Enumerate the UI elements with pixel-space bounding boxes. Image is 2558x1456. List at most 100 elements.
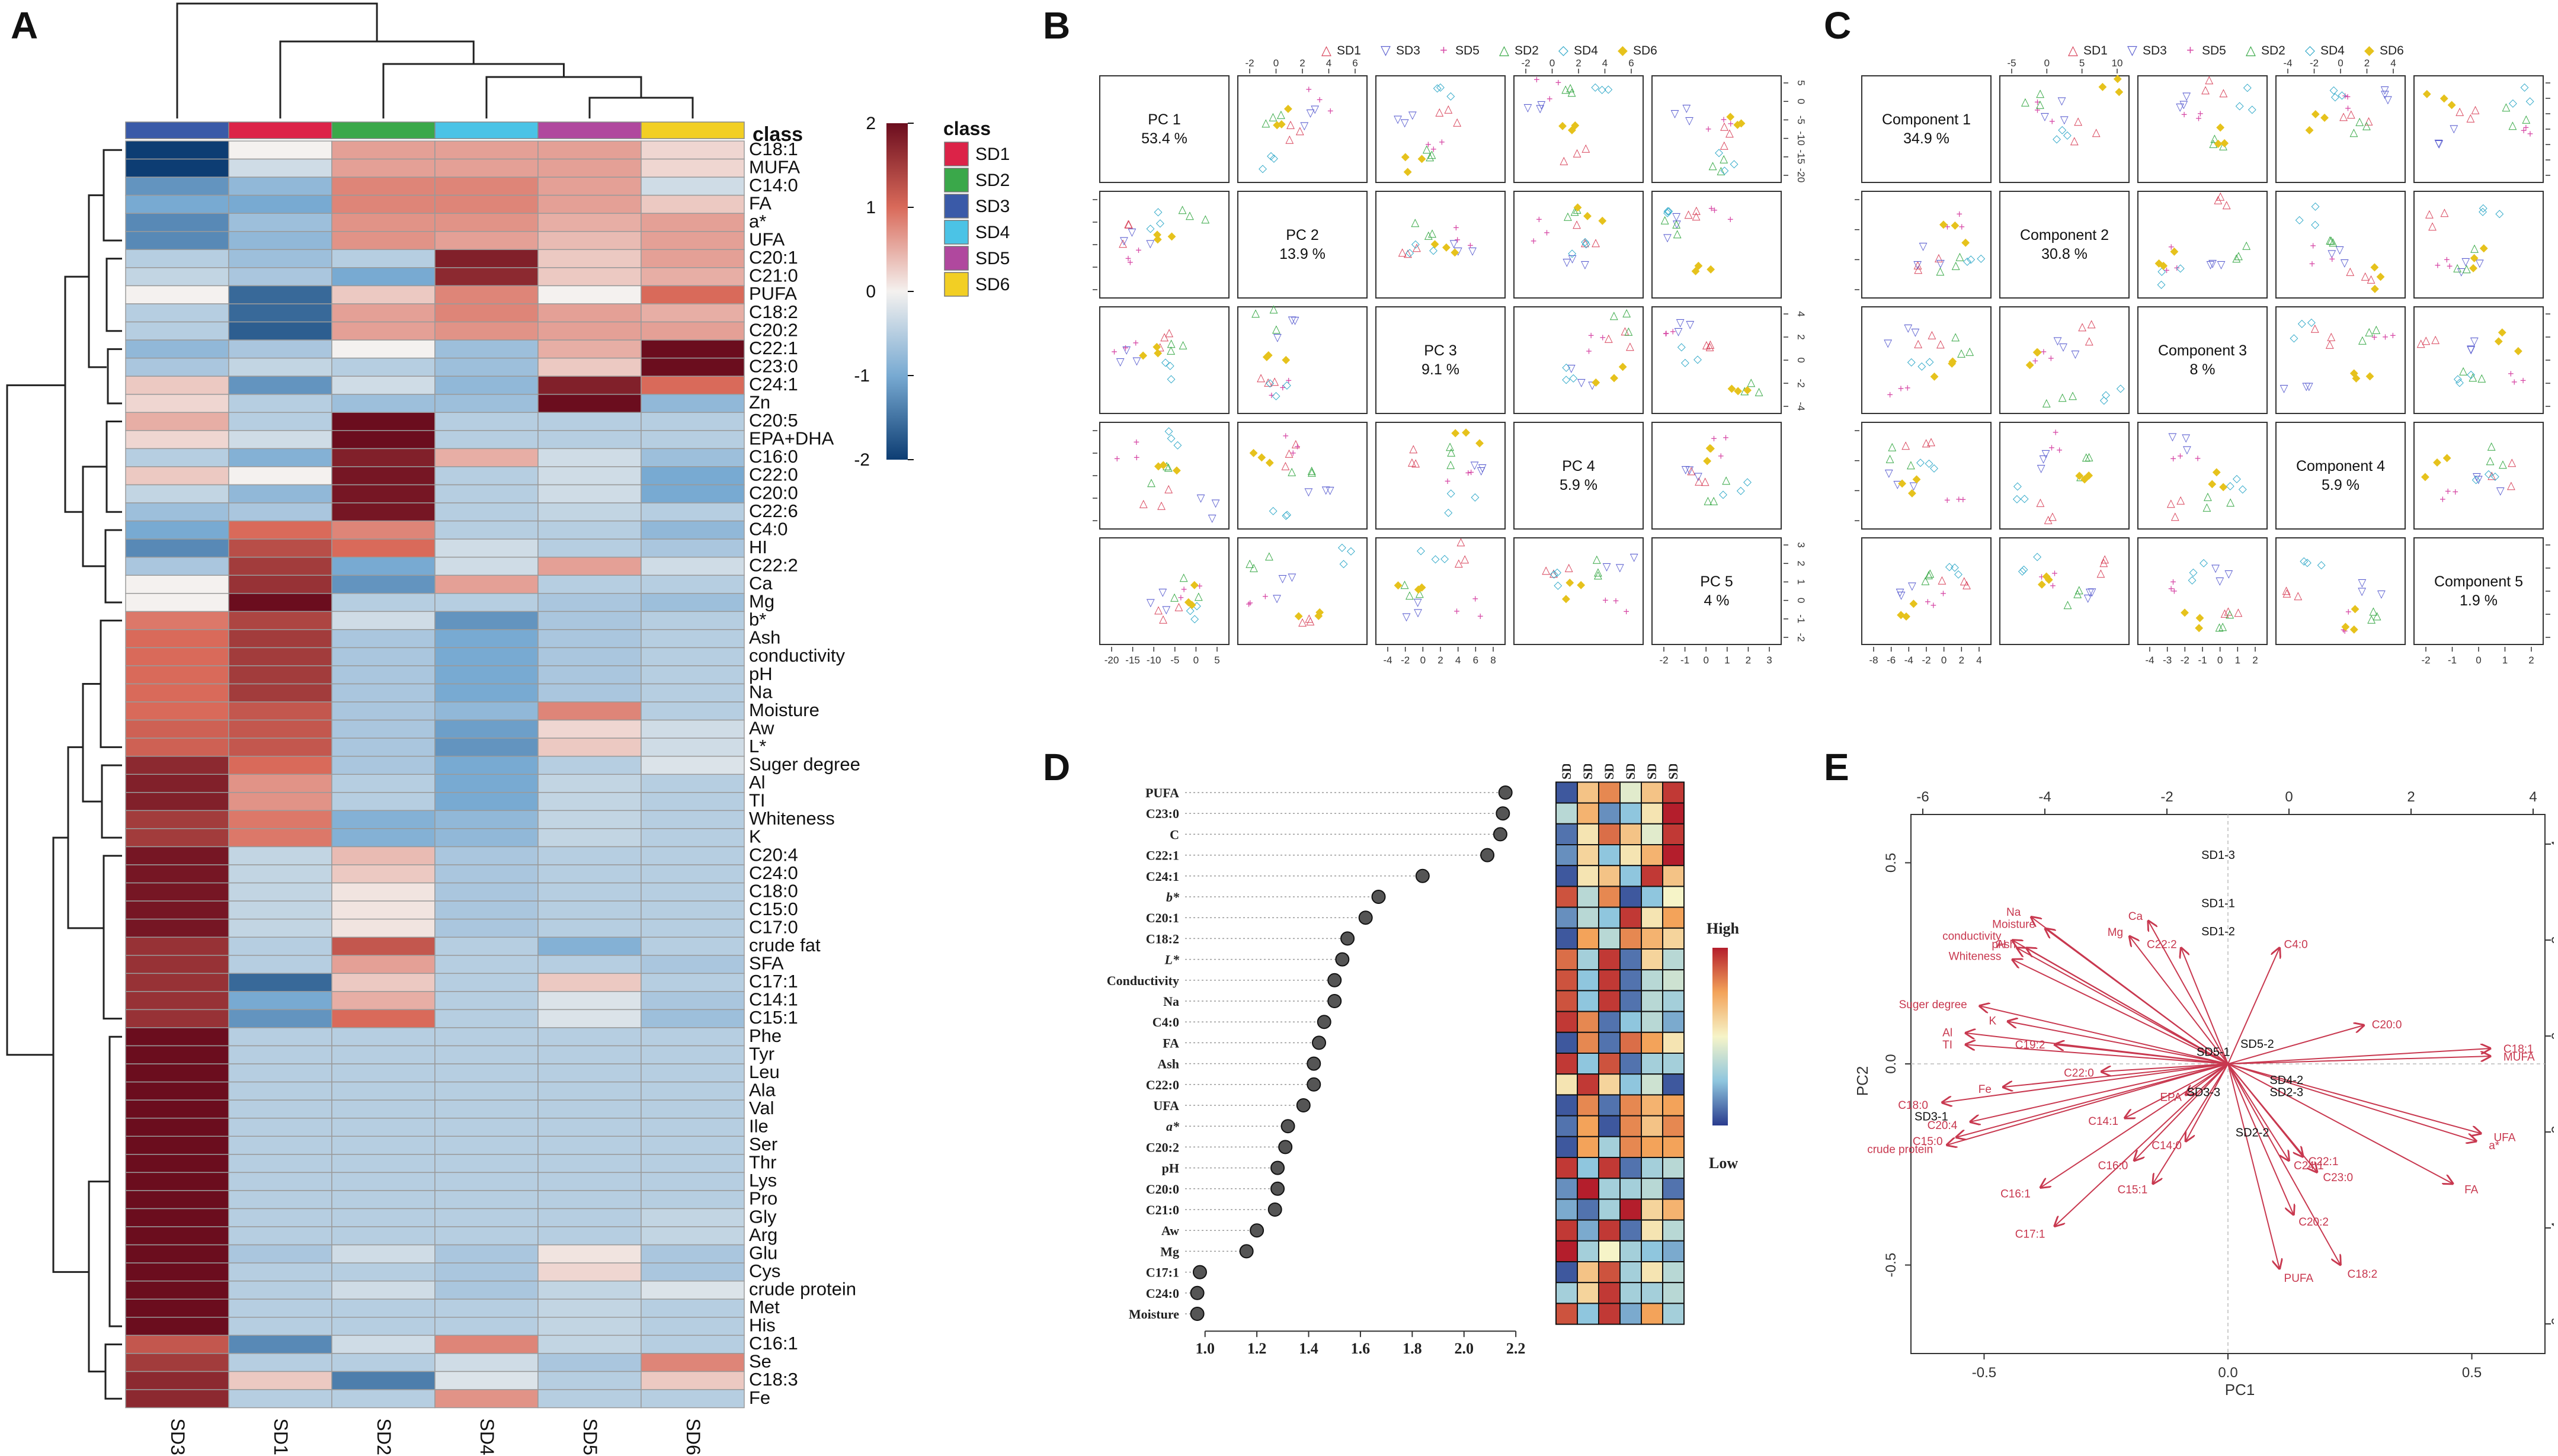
scatter-point-SD5: + [1887,389,1893,401]
scatter-point-SD3: ▽ [2182,432,2190,444]
scatter-point-SD3: ▽ [1162,604,1170,615]
heatmap-cell-EPA+DHA-SD5 [537,430,642,450]
scatter-point-SD3: ▽ [1588,379,1596,391]
scatter-point-SD3: ▽ [1603,560,1611,572]
heatmap-cell-Met-SD3 [125,1298,229,1318]
scatter-point-SD6: ◆ [2366,370,2374,381]
scatter-point-SD2: △ [1561,83,1570,95]
heatmap-cell-Zn-SD3 [125,393,229,413]
scatter-point-SD2: △ [2373,610,2381,621]
heatmap-cell-C20:0-SD4 [434,484,539,503]
tick-label: 0 [2217,655,2223,666]
grid-cell-C24:0-SD2 [1577,1282,1599,1304]
scatter-point-SD2: △ [2350,126,2358,138]
scatter-point-SD6: ◆ [1257,451,1266,463]
scatter-point-SD6: ◆ [1188,598,1196,610]
scatter-point-SD2: △ [1594,566,1602,578]
scatter-point-SD6: ◆ [2312,107,2320,119]
pairs-panel-0-1 [1237,75,1368,183]
heatmap-cell-UFA-SD5 [537,231,642,251]
heatmap-cell-C22:6-SD3 [125,502,229,522]
heatmap-cell-C18:3-SD6 [641,1371,745,1390]
grid-cell-C22:1-SD5 [1641,844,1663,867]
scatter-point-SD3: ▽ [1408,109,1417,121]
tick-label: 5 [2079,57,2085,69]
heatmap-cell-crude fat-SD3 [125,937,229,956]
top-tick-label: 0 [2285,789,2293,805]
scatter-point-SD5: + [2053,426,2059,438]
legend-label: SD6 [975,275,1010,294]
scatter-point-SD4: ◇ [2479,206,2487,217]
heatmap-cell-C20:4-SD2 [331,846,436,865]
heatmap-cell-C4:0-SD1 [228,520,332,540]
scatter-point-SD4: ◇ [1907,356,1916,368]
scatter-point-SD3: ▽ [1908,580,1916,592]
heatmap-cell-a*-SD2 [331,213,436,232]
dot-label: FA [1163,1035,1179,1050]
grid-cell-Na-SD2 [1577,990,1599,1012]
scatter-point-SD4: ◇ [1568,247,1576,259]
tick-label: -3 [2163,655,2172,666]
scatter-point-SD5: + [1133,337,1139,349]
grid-cell-a*-SD6 [1662,1115,1685,1137]
heatmap-cell-Al-SD5 [537,774,642,793]
scatter-point-SD6: ◆ [1897,608,1905,620]
row-labels: C18:1MUFAC14:0FAa*UFAC20:1C21:0PUFAC18:2… [749,139,860,1408]
scatter-point-SD2: △ [2234,249,2243,261]
heatmap-cell-C4:0-SD5 [537,520,642,540]
heatmap-cell-C22:2-SD5 [537,556,642,576]
heatmap-cell-FA-SD5 [537,194,642,214]
loading-label: C14:0 [2152,1140,2182,1152]
heatmap-cell-C20:5-SD3 [125,412,229,431]
heatmap-cell-C15:1-SD2 [331,1009,436,1028]
grid-cell-Mg-SD4 [1619,1240,1642,1262]
scatter-point-SD3: ▽ [1897,589,1906,601]
heatmap-cell-Glu-SD5 [537,1244,642,1263]
scatter-point-SD2: △ [1272,323,1280,335]
heatmap-cell-C21:0-SD1 [228,267,332,287]
scatter-point-SD3: ▽ [1682,102,1691,114]
pairs-panel-0-4 [2413,75,2544,183]
grid-cell-pH-SD4 [1619,1157,1642,1179]
scatter-point-SD6: ◆ [2352,372,2361,384]
scatter-point-SD2: △ [2226,496,2234,508]
heatmap-cell-C16:1-SD1 [228,1335,332,1354]
heatmap-cell-a*-SD5 [537,213,642,232]
scatter-point-SD6: ◆ [1394,579,1403,591]
row-label: Thr [749,1152,777,1173]
scatter-point-SD5: + [1196,581,1203,592]
grid-cell-C21:0-SD1 [1555,1198,1578,1221]
x-tick-label: 1.0 [1195,1340,1214,1357]
scatter-point-SD3: ▽ [1685,114,1693,126]
grid-cell-b*-SD3 [1598,886,1621,908]
scatter-point-SD6: ◆ [2371,282,2379,294]
heatmap-cell-Arg-SD3 [125,1226,229,1246]
scatter-point-SD2: △ [1956,251,1964,262]
dendrogram-branch [382,63,565,118]
scatter-point-SD3: ▽ [1300,120,1308,132]
heatmap-cell-Whiteness-SD3 [125,810,229,829]
grid-cell-C22:0-SD4 [1619,1073,1642,1096]
grid-cell-pH-SD1 [1555,1157,1578,1179]
heatmap-cell-Suger degree-SD2 [331,755,436,775]
row-label: C21:0 [749,265,798,286]
dot-label: C20:0 [1146,1182,1179,1197]
dendrogram-branch [88,1181,110,1372]
row-label: b* [749,609,766,630]
scatter-point-SD5: + [2173,262,2180,274]
scatter-point-SD3: ▽ [1893,478,1901,490]
legend-marker-SD4: ◇ [2305,43,2315,57]
grid-cell-pH-SD5 [1641,1157,1663,1179]
grid-cell-Aw-SD1 [1555,1219,1578,1242]
heatmap-cell-Suger degree-SD3 [125,755,229,775]
scatter-point-SD1: △ [1404,247,1412,259]
dot-label: pH [1162,1161,1179,1176]
scatter-point-SD3: ▽ [2470,335,2479,347]
diagonal-label: Component 4 [2296,458,2385,474]
scatter-point-SD1: △ [1435,106,1443,118]
dot-Conductivity [1327,973,1342,987]
grid-cell-PUFA-SD1 [1555,781,1578,804]
scatter-point-SD1: △ [2220,86,2228,98]
grid-cell-C17:1-SD3 [1598,1261,1621,1284]
scatter-point-SD1: △ [1720,139,1728,151]
